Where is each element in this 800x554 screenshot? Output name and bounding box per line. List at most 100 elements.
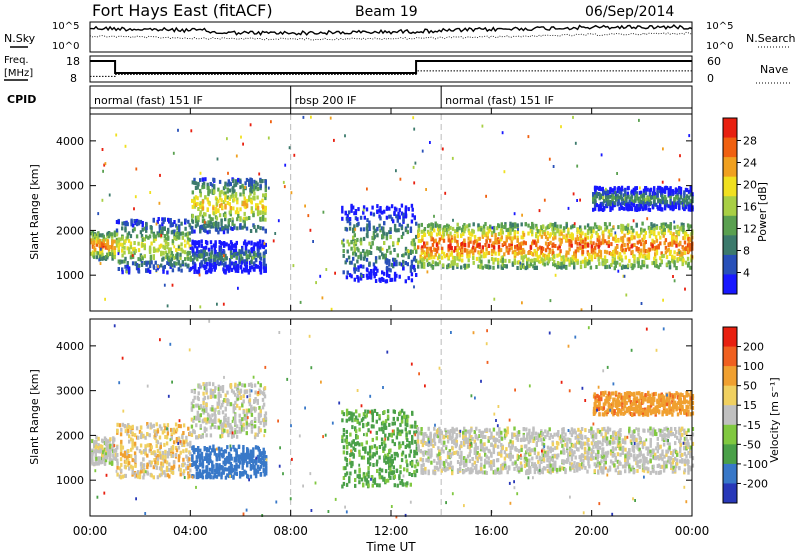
echo-cell bbox=[164, 255, 168, 260]
echo-cell bbox=[409, 249, 413, 254]
echo-cell bbox=[259, 428, 262, 433]
echo-cell bbox=[620, 206, 624, 210]
echo-cell bbox=[152, 218, 155, 223]
echo-cell bbox=[668, 265, 672, 270]
scatter-echo bbox=[451, 156, 454, 160]
scatter-echo bbox=[554, 273, 557, 277]
echo-cell bbox=[358, 442, 361, 447]
echo-cell bbox=[165, 468, 169, 473]
echo-cell bbox=[209, 475, 212, 479]
echo-cell bbox=[231, 227, 234, 231]
echo-cell bbox=[438, 231, 442, 236]
echo-cell bbox=[354, 211, 358, 216]
echo-cell bbox=[193, 180, 196, 185]
echo-cell bbox=[397, 237, 400, 242]
scatter-echo bbox=[302, 115, 305, 119]
echo-cell bbox=[181, 262, 184, 267]
echo-cell bbox=[192, 404, 195, 409]
echo-cell bbox=[679, 200, 683, 205]
scatter-echo bbox=[135, 167, 138, 171]
echo-cell bbox=[153, 450, 156, 455]
echo-cell bbox=[605, 264, 609, 269]
echo-cell bbox=[213, 425, 216, 430]
echo-cell bbox=[417, 227, 421, 232]
echo-cell bbox=[261, 461, 264, 466]
echo-cell bbox=[344, 466, 347, 471]
echo-cell bbox=[210, 267, 213, 272]
echo-cell bbox=[189, 257, 193, 262]
echo-cell bbox=[229, 182, 232, 187]
echo-cell bbox=[639, 194, 643, 199]
echo-cell bbox=[354, 209, 358, 213]
echo-cell bbox=[485, 247, 488, 252]
echo-cell bbox=[166, 423, 170, 428]
echo-cell bbox=[207, 448, 210, 453]
echo-cell bbox=[359, 241, 363, 246]
echo-cell bbox=[224, 214, 227, 218]
echo-cell bbox=[172, 460, 176, 465]
echo-cell bbox=[192, 398, 195, 403]
echo-cell bbox=[536, 256, 540, 261]
echo-cell bbox=[482, 251, 486, 256]
echo-cell bbox=[650, 222, 653, 227]
echo-cell bbox=[254, 252, 258, 257]
echo-cell bbox=[178, 439, 181, 444]
echo-cell bbox=[349, 432, 352, 437]
echo-cell bbox=[456, 234, 459, 239]
echo-cell bbox=[221, 410, 225, 415]
echo-cell bbox=[98, 238, 101, 243]
echo-cell bbox=[674, 195, 678, 199]
echo-cell bbox=[182, 449, 185, 454]
echo-cell bbox=[639, 190, 643, 195]
echo-cell bbox=[121, 248, 124, 253]
echo-cell bbox=[430, 252, 433, 257]
echo-cell bbox=[250, 249, 254, 254]
echo-cell bbox=[548, 247, 551, 252]
echo-cell bbox=[345, 418, 348, 423]
echo-cell bbox=[664, 238, 668, 243]
echo-cell bbox=[342, 249, 345, 253]
echo-cell bbox=[239, 396, 243, 400]
echo-cell bbox=[194, 215, 198, 220]
scatter-echo bbox=[199, 171, 202, 175]
echo-cell bbox=[255, 228, 258, 233]
echo-cell bbox=[568, 242, 571, 247]
echo-cell bbox=[211, 222, 214, 227]
echo-cell bbox=[126, 222, 129, 227]
scatter-echo bbox=[333, 138, 335, 142]
echo-cell bbox=[145, 222, 148, 227]
echo-cell bbox=[466, 224, 469, 229]
echo-cell bbox=[194, 219, 198, 224]
echo-cell bbox=[111, 249, 114, 254]
echo-cell bbox=[120, 448, 123, 453]
echo-cell bbox=[135, 266, 139, 271]
echo-cell bbox=[614, 246, 617, 251]
echo-cell bbox=[410, 259, 414, 264]
echo-cell bbox=[171, 241, 175, 246]
echo-cell bbox=[690, 258, 693, 263]
echo-cell bbox=[109, 252, 112, 256]
echo-cell bbox=[180, 242, 183, 247]
echo-cell bbox=[373, 229, 376, 234]
echo-cell bbox=[214, 420, 217, 424]
echo-cell bbox=[156, 448, 160, 453]
echo-cell bbox=[224, 217, 227, 222]
echo-cell bbox=[211, 183, 214, 188]
echo-cell bbox=[509, 236, 512, 241]
echo-cell bbox=[242, 399, 245, 404]
nave-label: Nave bbox=[760, 63, 788, 76]
echo-cell bbox=[616, 245, 619, 249]
echo-cell bbox=[148, 433, 151, 438]
echo-cell bbox=[244, 216, 247, 221]
echo-cell bbox=[593, 222, 597, 227]
echo-cell bbox=[669, 198, 672, 203]
echo-cell bbox=[254, 257, 258, 262]
echo-cell bbox=[217, 225, 220, 230]
echo-cell bbox=[97, 240, 100, 245]
echo-cell bbox=[250, 206, 253, 211]
echo-cell bbox=[353, 224, 356, 229]
echo-cell bbox=[263, 251, 266, 256]
echo-cell bbox=[610, 228, 613, 233]
echo-cell bbox=[584, 244, 587, 249]
